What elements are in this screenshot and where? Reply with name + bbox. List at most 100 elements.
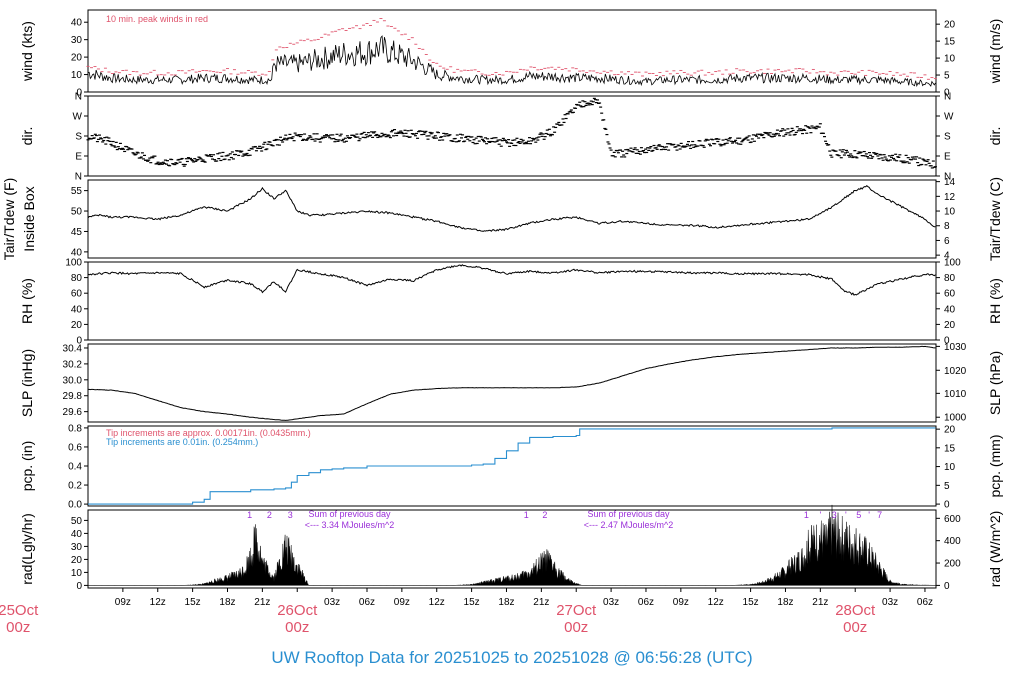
series-line-slp <box>88 345 936 421</box>
pcp-annotation-old: Tip increments are approx. 0.00171in. (0… <box>106 428 311 438</box>
y-axis-label: RH (%) <box>19 278 35 324</box>
series-line-wind <box>87 35 936 88</box>
y-tick-label: 45 <box>71 227 83 238</box>
panel-frame <box>87 179 937 259</box>
series-line-rh <box>87 264 936 296</box>
y2-tick-label: N <box>944 172 951 183</box>
y2-tick-label: 0 <box>944 88 950 99</box>
y2-tick-label: 1020 <box>944 366 967 377</box>
y-tick-label: 40 <box>71 247 83 258</box>
y2-axis-label: wind (m/s) <box>987 19 1003 85</box>
y-tick-label: 10 <box>71 70 83 81</box>
y2-axis-label: Tair/Tdew (C) <box>987 177 1003 261</box>
y2-tick-label: 12 <box>944 192 956 203</box>
y-tick-label: 0.2 <box>68 481 82 492</box>
x-tick-label: 06z <box>359 597 375 608</box>
x-date-time-label: 00z <box>6 619 30 636</box>
x-tick-label: 09z <box>394 597 410 608</box>
y2-tick-label: 10 <box>944 54 956 65</box>
x-date-label: 26Oct <box>277 602 318 619</box>
rad-annotation-line2: <--- 2.47 MJoules/m^2 <box>584 520 674 530</box>
y-axis-label: pcp. (in) <box>19 441 35 492</box>
y-tick-label: W <box>73 112 83 123</box>
rad-hour-mark: 2 <box>542 510 547 520</box>
y-tick-label: S <box>75 132 82 143</box>
rad-hour-mark: 1 <box>804 510 809 520</box>
series-dir <box>86 97 937 169</box>
panel-frame <box>87 509 937 589</box>
x-tick-label: 12z <box>150 597 166 608</box>
x-tick-label: 18z <box>777 597 793 608</box>
y-axis-label: wind (kts) <box>19 21 35 82</box>
y-tick-label: 0 <box>76 581 82 592</box>
rad-hour-mark: 1 <box>247 510 252 520</box>
series-line-pcp <box>88 427 936 505</box>
rad-hour-mark: ' <box>868 510 870 520</box>
panel-slp: 29.6 29.8 30.0 30.2 30.4 1000 1010 1020 1030 SLP … <box>19 342 1003 424</box>
y-axis-label: SLP (inHg) <box>19 349 35 417</box>
rad-hour-mark: 3 <box>288 510 293 520</box>
y2-tick-label: 80 <box>944 273 956 284</box>
y2-tick-label: 200 <box>944 559 961 570</box>
y2-tick-label: 5 <box>944 71 950 82</box>
panel-rad: 0 10 20 30 40 50 0 200 400 600 rad(Lgly/hr) rad (W/… <box>19 504 1003 592</box>
y2-axis-label: dir. <box>987 127 1003 146</box>
y-tick-label: 0.0 <box>68 500 82 511</box>
rad-annotation-line2: <--- 3.34 MJoules/m^2 <box>305 520 395 530</box>
y-tick-label: N <box>75 172 82 183</box>
y2-tick-label: 20 <box>944 320 956 331</box>
y2-tick-label: S <box>944 132 951 143</box>
y-tick-label: 40 <box>71 18 83 29</box>
x-tick-label: 18z <box>498 597 514 608</box>
panel-rh: 0 20 40 60 80 100 0 20 40 60 80 100 RH (%) RH (%) <box>19 258 1003 347</box>
x-tick-label: 21z <box>812 597 828 608</box>
y-tick-label: 30.0 <box>63 375 83 386</box>
y-tick-label: 20 <box>71 555 83 566</box>
x-tick-label: 03z <box>603 597 619 608</box>
y-tick-label: 50 <box>71 207 83 218</box>
y-tick-label: 50 <box>71 516 83 527</box>
x-tick-label: 12z <box>708 597 724 608</box>
y2-axis-label: SLP (hPa) <box>987 351 1003 415</box>
x-date-label: 27Oct <box>556 602 597 619</box>
x-date-label: 25Oct <box>0 602 39 619</box>
y-tick-label: 30 <box>71 542 83 553</box>
y-tick-label: 40 <box>71 304 83 315</box>
wind-annotation: 10 min. peak winds in red <box>106 14 208 24</box>
y-tick-label: 10 <box>71 568 83 579</box>
rad-hour-mark: 5 <box>856 510 861 520</box>
series-line-temp <box>87 185 936 232</box>
y-tick-label: 55 <box>71 186 83 197</box>
time-axis: 09z 12z 15z 18z 21z 03z 06z 09z 12z 15z 18z 21z 03z 0… <box>0 588 933 636</box>
y2-tick-label: 10 <box>944 462 956 473</box>
rad-hour-mark: 1 <box>524 510 529 520</box>
rad-hour-mark: ' <box>845 510 847 520</box>
x-tick-label: 21z <box>254 597 270 608</box>
panel-frame <box>87 261 937 341</box>
rad-hour-mark: 3 <box>832 510 837 520</box>
series-area-rad <box>88 504 936 586</box>
y2-tick-label: 6 <box>944 236 950 247</box>
y2-tick-label: 1000 <box>944 413 967 424</box>
x-date-time-label: 00z <box>285 619 309 636</box>
rad-annotation-line1: Sum of previous day <box>588 509 671 519</box>
y2-tick-label: 600 <box>944 514 961 525</box>
y-axis-label: rad(Lgly/hr) <box>19 513 35 585</box>
y-tick-label: 60 <box>71 289 83 300</box>
y2-tick-label: N <box>944 92 951 103</box>
y2-tick-label: 5 <box>944 481 950 492</box>
y2-tick-label: 0 <box>944 500 950 511</box>
y-axis-label: dir. <box>19 127 35 146</box>
x-tick-label: 15z <box>464 597 480 608</box>
x-date-time-label: 00z <box>564 619 588 636</box>
panel-wind: 0 10 20 30 40 0 5 10 15 20 wind (kts) wind (m/s) 10 … <box>19 9 1003 99</box>
x-tick-label: 06z <box>638 597 654 608</box>
y-tick-label: 0.4 <box>68 462 82 473</box>
x-tick-label: 15z <box>185 597 201 608</box>
y2-tick-label: 0 <box>944 336 950 347</box>
x-date-label: 28Oct <box>835 602 876 619</box>
y2-axis-label: RH (%) <box>987 278 1003 324</box>
panel-frame <box>87 95 937 177</box>
